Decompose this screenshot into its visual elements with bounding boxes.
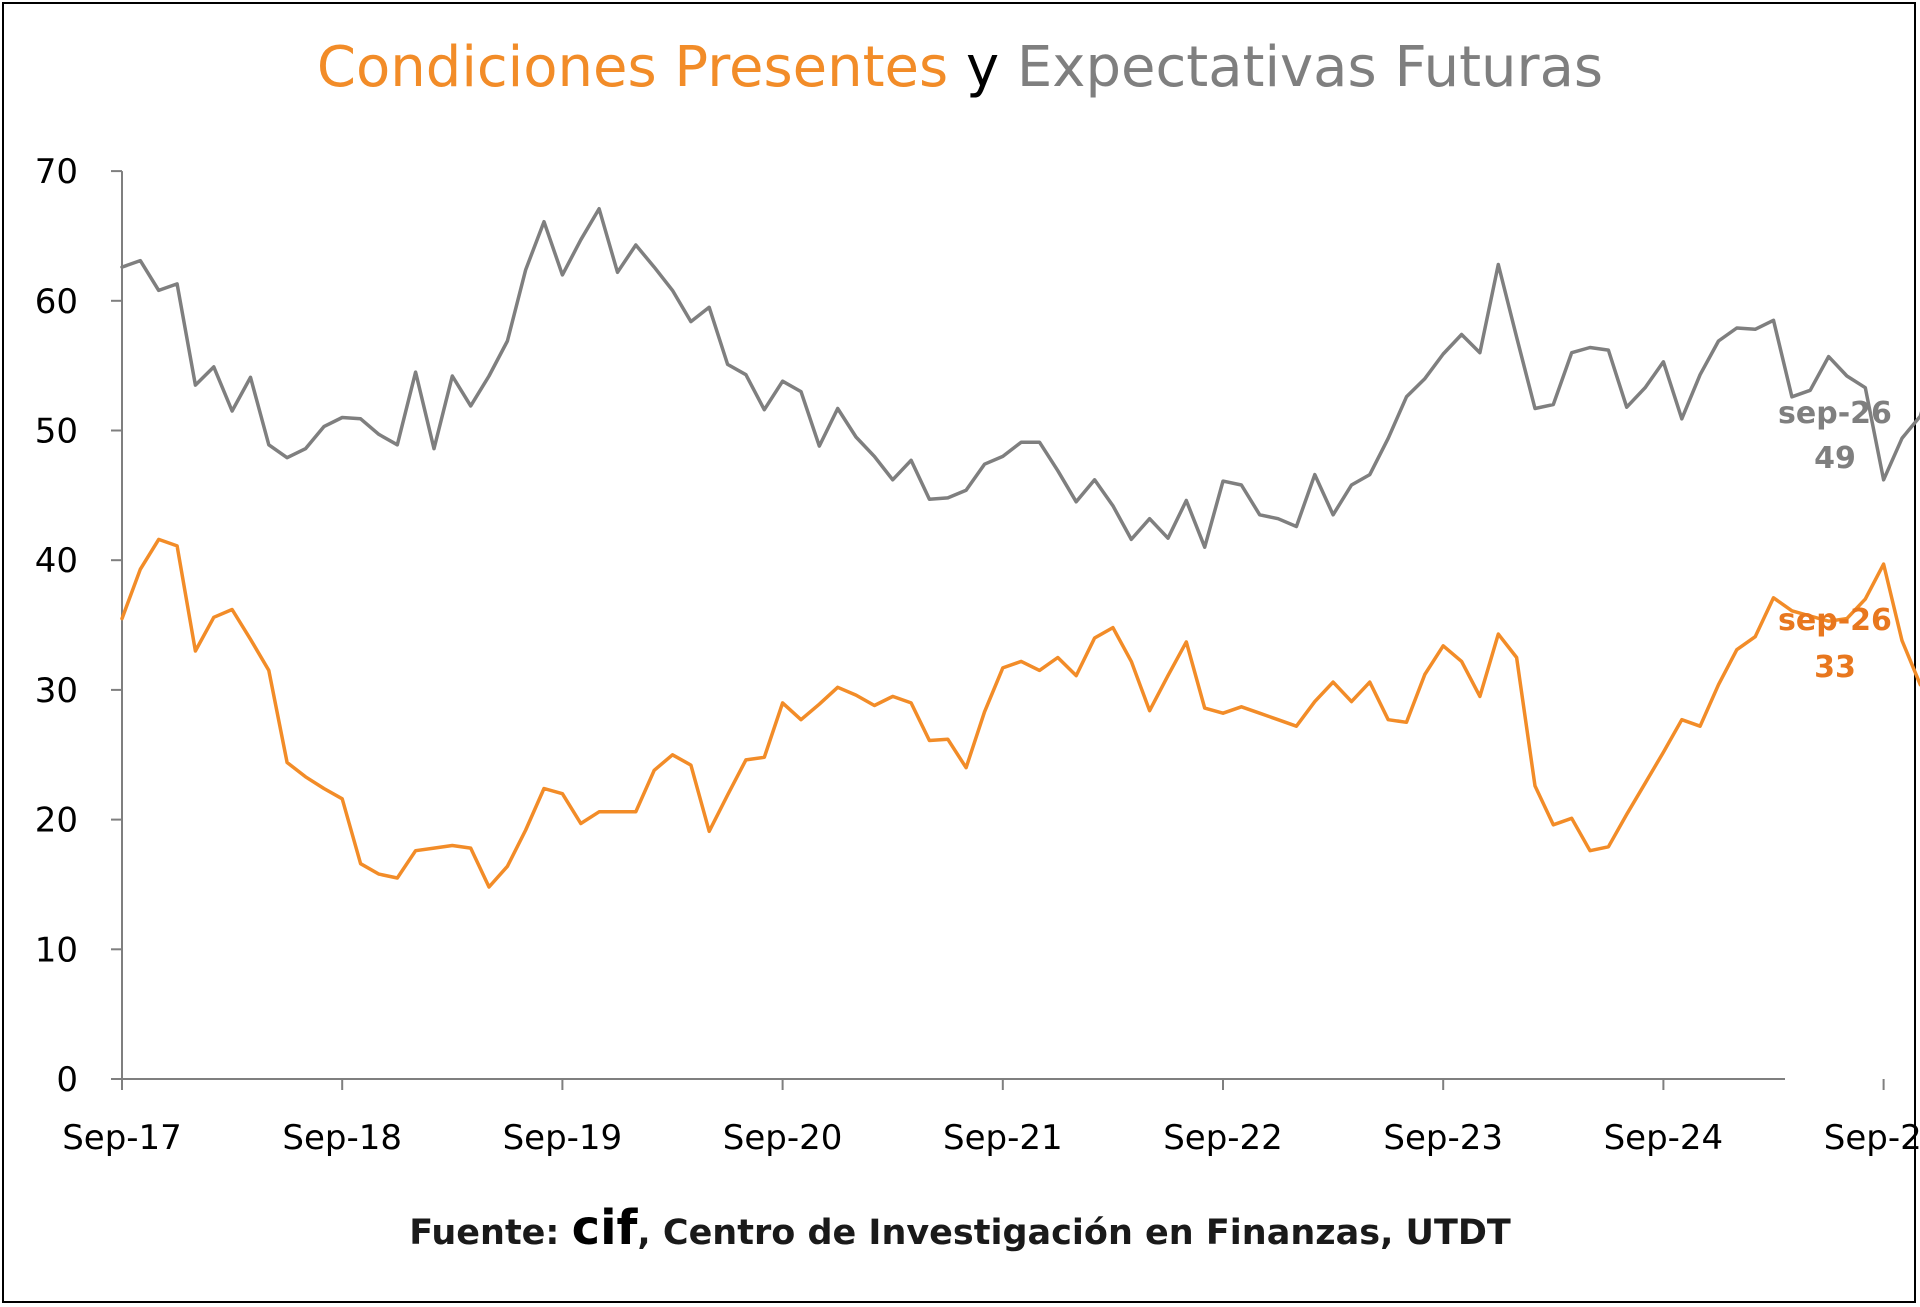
x-tick-label: Sep-18 <box>282 1118 402 1158</box>
y-tick-label: 20 <box>35 801 78 841</box>
series-line-presentes <box>120 537 1920 889</box>
y-tick-label: 50 <box>35 412 78 452</box>
end-labels: sep-26 49 sep-26 33 <box>1778 396 1892 685</box>
source-prefix: Fuente: <box>409 1213 560 1253</box>
title-futuras: Expectativas Futuras <box>1016 35 1604 100</box>
x-tick-label: Sep-21 <box>943 1118 1063 1158</box>
y-tick-label: 10 <box>35 930 78 970</box>
title-presentes: Condiciones Presentes <box>316 35 949 100</box>
end-label-value: 49 <box>1814 441 1856 476</box>
series-layer <box>120 206 1920 889</box>
x-tick-label: Sep-25 <box>1824 1118 1920 1158</box>
y-tick-label: 70 <box>35 152 78 192</box>
x-axis: Sep-17 Sep-18 Sep-19 Sep-20 Sep-21 Sep-22 Sep-… <box>62 1078 1920 1158</box>
chart-title: Condiciones Presentes y Expectativas Fut… <box>0 28 1920 108</box>
source-text: , Centro de Investigación en Finanzas, U… <box>637 1213 1511 1253</box>
cif-logo: cif <box>571 1200 638 1256</box>
end-label-period: sep-26 <box>1778 603 1892 638</box>
x-tick-label: Sep-20 <box>723 1118 843 1158</box>
y-tick-label: 0 <box>56 1060 78 1100</box>
x-tick-label: Sep-17 <box>62 1118 182 1158</box>
y-tick-label: 30 <box>35 671 78 711</box>
source-note: Fuente: cif, Centro de Investigación en … <box>0 1200 1920 1256</box>
x-tick-label: Sep-24 <box>1604 1118 1724 1158</box>
title-connector: y <box>965 35 1000 100</box>
y-tick-label: 60 <box>35 282 78 322</box>
end-label-value: 33 <box>1814 650 1856 685</box>
y-axis: 0 10 20 30 40 50 60 70 <box>35 152 123 1100</box>
y-tick-label: 40 <box>35 541 78 581</box>
x-tick-label: Sep-22 <box>1163 1118 1283 1158</box>
x-tick-label: Sep-19 <box>503 1118 623 1158</box>
series-line-futuras <box>120 206 1920 549</box>
end-label-period: sep-26 <box>1778 396 1892 431</box>
x-tick-label: Sep-23 <box>1383 1118 1503 1158</box>
